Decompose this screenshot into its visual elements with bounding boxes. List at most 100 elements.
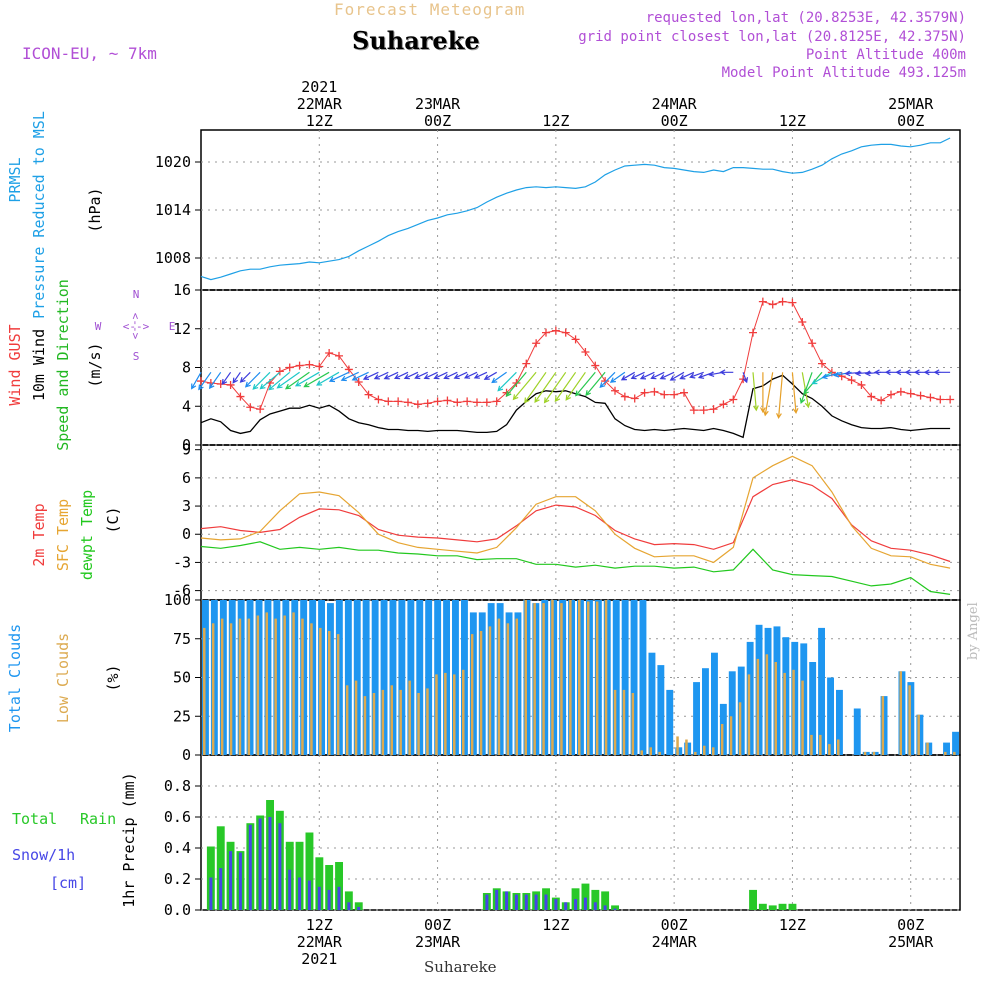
- compass-n: N: [133, 288, 140, 301]
- wind-direction-arrow: [340, 371, 359, 382]
- top-time-label: 00Z: [661, 112, 688, 130]
- y-tick-label: 1014: [155, 201, 191, 219]
- gust-marker: [285, 363, 294, 372]
- total-cloud-bar: [371, 600, 379, 755]
- gust-marker: [857, 380, 866, 389]
- total-clouds-label: Total Clouds: [6, 624, 24, 732]
- low-cloud-bar: [676, 736, 679, 755]
- wind-direction-arrow: [463, 371, 478, 379]
- gust-marker: [374, 395, 383, 404]
- gust-marker: [463, 397, 472, 406]
- wind-direction-arrow: [575, 371, 596, 397]
- y-tick-label: -6: [173, 582, 191, 600]
- low-cloud-bar: [444, 672, 447, 755]
- low-cloud-bar: [837, 739, 840, 755]
- rain-bar: [601, 891, 610, 910]
- gust-marker: [670, 390, 679, 399]
- gust-marker: [946, 395, 955, 404]
- y-tick-label: 50: [173, 669, 191, 687]
- low-cloud-bar: [917, 714, 920, 755]
- total-cloud-bar: [380, 600, 388, 755]
- wind-direction-label: Speed and Direction: [54, 279, 72, 451]
- model-label: ICON-EU, ~ 7km: [22, 44, 157, 63]
- gust-marker: [275, 367, 284, 376]
- wind-direction-arrow: [524, 371, 547, 404]
- gust-marker: [571, 335, 580, 344]
- total-cloud-bar: [853, 708, 861, 755]
- gust-marker: [246, 403, 255, 412]
- precip-unit: 1hr Precip (mm): [120, 772, 138, 907]
- total-cloud-bar: [416, 600, 424, 755]
- total-cloud-bar: [711, 652, 718, 755]
- top-time-label: 25MAR: [888, 95, 934, 113]
- low-cloud-bar: [408, 680, 411, 755]
- gust-marker: [581, 348, 590, 356]
- low-cloud-bar: [953, 751, 956, 755]
- wind-direction-arrow: [191, 372, 202, 390]
- low-cloud-bar: [908, 685, 911, 756]
- low-cloud-bar: [712, 747, 715, 756]
- dewpt-line: [200, 541, 951, 595]
- snow-bar: [574, 899, 578, 910]
- y-tick-label: 12: [173, 320, 191, 338]
- low-cloud-bar: [229, 623, 233, 756]
- low-cloud-bar: [435, 674, 438, 755]
- low-cloud-bar: [613, 689, 617, 755]
- snow-unit: [cm]: [50, 874, 86, 892]
- pressure-label-1: PRMSL: [6, 157, 24, 202]
- rain-bar: [591, 889, 600, 910]
- low-cloud-bar: [622, 689, 626, 755]
- y-tick-label: 0: [182, 436, 191, 454]
- snow-bar: [317, 886, 321, 911]
- wind-direction-arrow: [208, 371, 222, 390]
- total-cloud-bar: [612, 600, 620, 755]
- point-altitude: Point Altitude 400m: [805, 47, 966, 63]
- low-cloud-bar: [336, 634, 340, 755]
- gust-marker: [926, 393, 935, 402]
- top-time-label: 12Z: [542, 112, 569, 130]
- wind-direction-arrow: [497, 371, 517, 392]
- bottom-time-label: 25MAR: [888, 933, 934, 951]
- wind-unit: (m/s): [86, 342, 104, 387]
- total-cloud-bar: [639, 600, 647, 755]
- wind-direction-arrow: [423, 371, 438, 380]
- gust-marker: [906, 389, 915, 398]
- wind-direction-arrow: [393, 371, 409, 380]
- clouds-unit: (%): [104, 664, 122, 691]
- wind-direction-arrow: [752, 372, 759, 412]
- snow-bar: [357, 906, 361, 910]
- gust-marker: [650, 387, 659, 396]
- snow-bar: [288, 869, 292, 910]
- wind-direction-arrow: [543, 371, 567, 404]
- low-cloud-bar: [863, 751, 867, 755]
- gust-marker: [719, 400, 728, 409]
- total-cloud-bar: [809, 662, 817, 755]
- low-cloud-bar: [899, 671, 902, 755]
- rain-bar: [335, 862, 343, 910]
- low-cloud-bar: [399, 689, 402, 755]
- low-cloud-bar: [211, 623, 215, 756]
- bottom-time-label: 00Z: [424, 916, 451, 934]
- y-tick-label: 0.6: [164, 808, 191, 826]
- pressure-label-2: Pressure Reduced to MSL: [30, 111, 48, 319]
- low-cloud-bar: [462, 669, 465, 756]
- gust-marker: [867, 392, 876, 401]
- gust-marker: [315, 362, 324, 371]
- low-cloud-bar: [658, 751, 661, 755]
- snow-bar: [209, 877, 213, 910]
- wind-direction-arrow: [221, 371, 232, 386]
- wind-direction-arrow: [620, 371, 636, 381]
- bottom-time-label: 00Z: [897, 916, 924, 934]
- wind-direction-arrow: [659, 371, 675, 380]
- wind-direction-arrow: [351, 371, 369, 381]
- gust-marker: [295, 361, 304, 370]
- total-cloud-bar: [943, 742, 950, 755]
- y-tick-label: 8: [182, 359, 191, 377]
- total-cloud-bar: [693, 682, 700, 755]
- low-cloud-bar: [747, 674, 751, 755]
- gust-marker: [749, 328, 757, 337]
- gust-marker: [325, 348, 334, 357]
- rain-bar: [354, 902, 363, 911]
- wind-direction-arrow: [232, 371, 241, 384]
- rain-label: Rain: [80, 810, 116, 828]
